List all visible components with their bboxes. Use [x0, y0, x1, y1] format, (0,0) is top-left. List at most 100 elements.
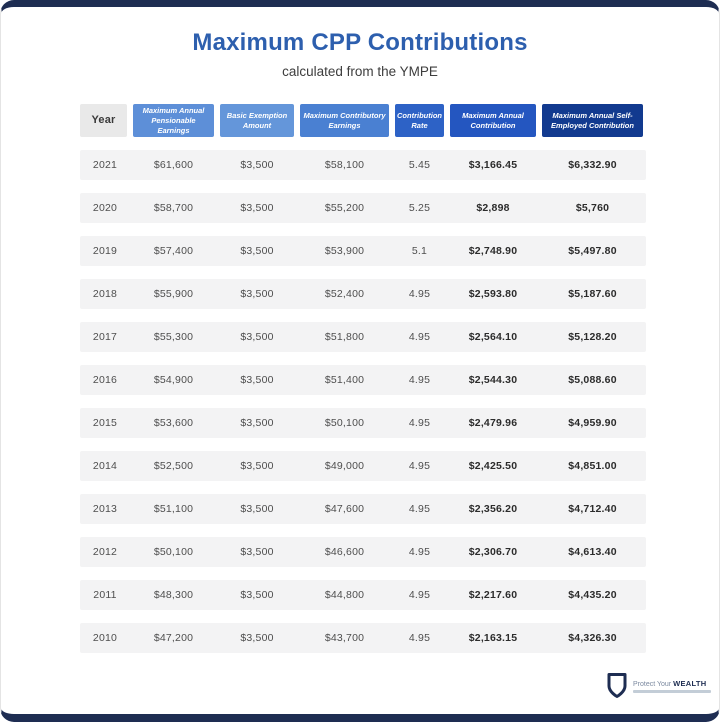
page-subtitle: calculated from the YMPE [282, 64, 438, 79]
page-title: Maximum CPP Contributions [192, 29, 528, 56]
table-cell: $2,748.90 [468, 245, 518, 257]
table-body: 2021 $61,600 $3,500 $58,100 5.45 $3,166.45 $6,… [80, 150, 646, 653]
table-cell: $5,088.60 [568, 374, 617, 386]
table-cell: 2015 [92, 417, 118, 429]
table-cell: $61,600 [153, 159, 194, 171]
table-cell: $2,217.60 [468, 589, 518, 601]
table-row: 2018 $55,900 $3,500 $52,400 4.95 $2,593.80 $5,… [80, 279, 646, 309]
column-header: Maximum Annual Contribution [450, 104, 536, 138]
table-cell: $2,544.30 [468, 374, 518, 386]
table-cell: $43,700 [324, 632, 365, 644]
logo-brand-prefix: Protect Your [633, 680, 674, 688]
table-cell: $6,332.90 [568, 159, 617, 171]
table-cell: $3,500 [240, 159, 274, 171]
table-cell: $3,500 [240, 202, 274, 214]
table-cell: $3,500 [240, 288, 274, 300]
table-cell: $2,564.10 [468, 331, 518, 343]
table-cell: $4,613.40 [568, 546, 617, 558]
table-cell: $54,900 [153, 374, 194, 386]
table-cell: $53,600 [153, 417, 194, 429]
table-row: 2011 $48,300 $3,500 $44,800 4.95 $2,217.60 $4,… [80, 580, 646, 610]
logo-brand-emphasis: WEALTH [673, 678, 707, 688]
table-cell: $4,326.30 [568, 632, 617, 644]
table-cell: $50,100 [153, 546, 194, 558]
table-cell: $3,500 [240, 632, 274, 644]
shield-icon [607, 673, 627, 698]
table-cell: 4.95 [408, 589, 431, 601]
table-cell: 2016 [92, 374, 118, 386]
table-cell: 4.95 [408, 632, 431, 644]
table-cell: $52,400 [324, 288, 365, 300]
table-cell: $48,300 [153, 589, 194, 601]
column-header: Maximum Contributory Earnings [300, 104, 389, 138]
table-cell: $3,500 [240, 374, 274, 386]
table-row: 2019 $57,400 $3,500 $53,900 5.1 $2,748.90 $5,4… [80, 236, 646, 266]
table-row: 2020 $58,700 $3,500 $55,200 5.25 $2,898 $5,760 [80, 193, 646, 223]
table-cell: 4.95 [408, 288, 431, 300]
table-row: 2014 $52,500 $3,500 $49,000 4.95 $2,425.50 $4,… [80, 451, 646, 481]
table-cell: $3,500 [240, 245, 274, 257]
table-cell: 4.95 [408, 503, 431, 515]
table-row: 2021 $61,600 $3,500 $58,100 5.45 $3,166.45 $6,… [80, 150, 646, 180]
table-cell: 2018 [92, 288, 118, 300]
column-header: Year [80, 104, 127, 138]
table-row: 2016 $54,900 $3,500 $51,400 4.95 $2,544.30 $5,… [80, 365, 646, 395]
table-cell: 5.45 [408, 159, 431, 171]
table-cell: 2019 [92, 245, 118, 257]
table-cell: 2017 [92, 331, 118, 343]
table-cell: $51,100 [153, 503, 194, 515]
table-cell: 4.95 [408, 546, 431, 558]
table-cell: $58,100 [324, 159, 365, 171]
table-cell: $49,000 [324, 460, 365, 472]
table-cell: $3,500 [240, 417, 274, 429]
table-row: 2012 $50,100 $3,500 $46,600 4.95 $2,306.70 $4,… [80, 537, 646, 567]
table-cell: $4,712.40 [568, 503, 617, 515]
table-cell: $47,200 [153, 632, 194, 644]
table-cell: 2014 [92, 460, 118, 472]
table-cell: $4,851.00 [568, 460, 617, 472]
table-cell: 2020 [92, 202, 118, 214]
table-cell: 4.95 [408, 417, 431, 429]
table-header-row: Year Maximum Annual Pensionable Earnings B… [80, 104, 646, 138]
table-cell: $3,500 [240, 546, 274, 558]
table-row: 2010 $47,200 $3,500 $43,700 4.95 $2,163.15 $4,… [80, 623, 646, 653]
table-cell: $2,593.80 [468, 288, 518, 300]
table-cell: $52,500 [153, 460, 194, 472]
table-row: 2015 $53,600 $3,500 $50,100 4.95 $2,479.96 $4,… [80, 408, 646, 438]
table-cell: 4.95 [408, 331, 431, 343]
table-cell: $51,400 [324, 374, 365, 386]
table-cell: $3,500 [240, 460, 274, 472]
table-cell: $2,356.20 [468, 503, 518, 515]
table-cell: $4,959.90 [568, 417, 617, 429]
table-cell: $47,600 [324, 503, 365, 515]
logo-text: Protect Your WEALTH [633, 679, 711, 693]
column-header: Maximum Annual Self-Employed Contributio… [542, 104, 643, 138]
cpp-contributions-table: Year Maximum Annual Pensionable Earnings B… [80, 104, 646, 666]
table-cell: 4.95 [408, 460, 431, 472]
table-cell: $3,500 [240, 503, 274, 515]
table-cell: $53,900 [324, 245, 365, 257]
table-cell: 2013 [92, 503, 118, 515]
table-cell: $57,400 [153, 245, 194, 257]
table-cell: $55,900 [153, 288, 194, 300]
table-cell: $5,497.80 [568, 245, 617, 257]
table-cell: 2011 [93, 589, 117, 601]
table-cell: 5.25 [408, 202, 431, 214]
table-row: 2013 $51,100 $3,500 $47,600 4.95 $2,356.20 $4,… [80, 494, 646, 524]
table-cell: $46,600 [324, 546, 365, 558]
table-cell: 2012 [92, 546, 118, 558]
table-cell: $51,800 [324, 331, 365, 343]
table-cell: $2,163.15 [468, 632, 518, 644]
logo-brand-name: Protect Your WEALTH [633, 679, 711, 688]
table-cell: $2,898 [476, 202, 510, 214]
table-cell: $55,200 [324, 202, 365, 214]
table-cell: $50,100 [324, 417, 365, 429]
table-cell: $2,306.70 [468, 546, 518, 558]
table-cell: $4,435.20 [568, 589, 617, 601]
table-cell: $5,128.20 [568, 331, 617, 343]
column-header: Maximum Annual Pensionable Earnings [133, 104, 214, 138]
table-cell: $3,500 [240, 331, 274, 343]
table-cell: $44,800 [324, 589, 365, 601]
table-cell: $58,700 [153, 202, 194, 214]
